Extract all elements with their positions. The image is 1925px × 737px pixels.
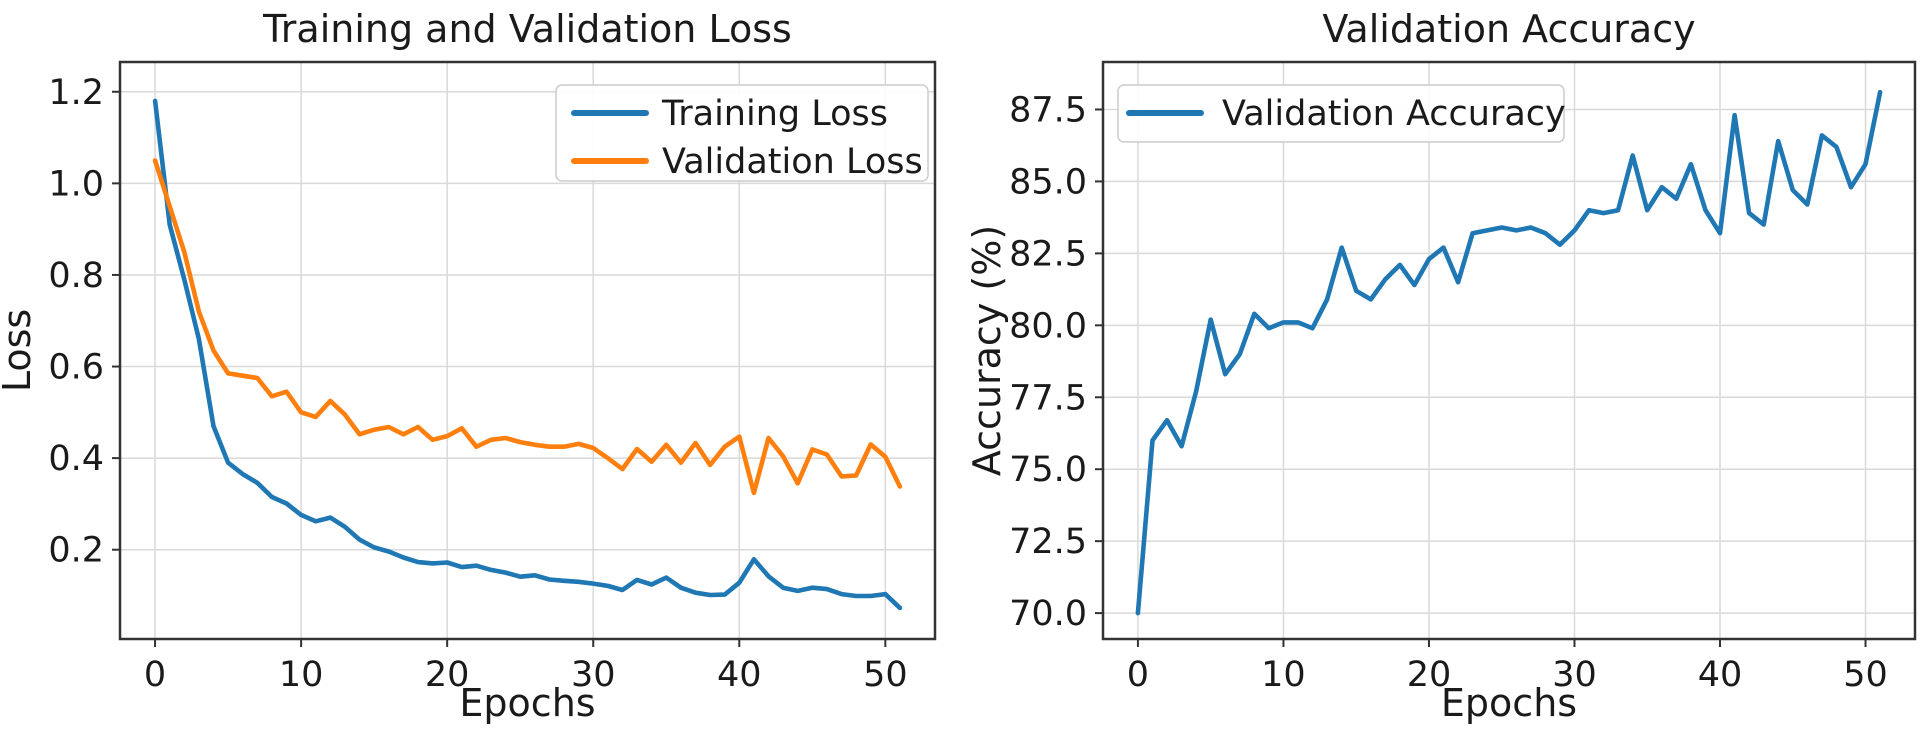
x-tick-label: 40 xyxy=(1698,655,1743,695)
x-tick-label: 30 xyxy=(1552,655,1597,695)
x-tick-label: 0 xyxy=(1127,655,1149,695)
y-tick-label: 80.0 xyxy=(1009,306,1087,346)
x-tick-label: 20 xyxy=(425,655,470,695)
x-tick-label: 20 xyxy=(1407,655,1452,695)
y-tick-label: 1.2 xyxy=(48,73,104,113)
y-tick-label: 0.2 xyxy=(48,531,104,571)
plot-border xyxy=(1101,60,1917,641)
validation-accuracy-line xyxy=(1135,89,1883,616)
training-loss-line xyxy=(152,98,903,611)
legend: Training Loss Validation Loss xyxy=(555,84,929,182)
y-tick-label: 70.0 xyxy=(1009,594,1087,634)
legend-box xyxy=(1117,84,1565,143)
legend-label: Validation Accuracy xyxy=(1222,94,1566,134)
chart-title: Training and Validation Loss xyxy=(262,7,792,51)
x-tick-label: 10 xyxy=(279,655,324,695)
x-axis-label: Epochs xyxy=(1441,681,1577,725)
plot-border xyxy=(118,60,937,641)
x-tick-label: 0 xyxy=(144,655,166,695)
y-axis-label: Accuracy (%) xyxy=(965,225,1009,476)
y-tick-label: 82.5 xyxy=(1009,234,1087,274)
y-tick-label: 75.0 xyxy=(1009,450,1087,490)
validation-loss-line xyxy=(152,158,903,496)
y-tick-label: 0.6 xyxy=(48,348,104,388)
y-axis-label: Loss xyxy=(0,309,39,392)
x-tick-label: 40 xyxy=(717,655,762,695)
x-tick-label: 50 xyxy=(1843,655,1888,695)
x-axis-label: Epochs xyxy=(459,681,595,725)
x-tick-label: 30 xyxy=(571,655,616,695)
legend: Validation Accuracy xyxy=(1117,84,1566,143)
chart-title: Validation Accuracy xyxy=(1322,7,1695,51)
y-tick-label: 87.5 xyxy=(1009,90,1087,130)
loss-chart: 0 10 20 30 40 50 0.2 0.4 0.6 0.8 1.0 1.2 Training an… xyxy=(0,7,937,725)
legend-box xyxy=(555,84,929,182)
y-tick-label: 0.4 xyxy=(48,439,104,479)
y-tick-label: 0.8 xyxy=(48,256,104,296)
x-tick-label: 50 xyxy=(863,655,908,695)
legend-label: Validation Loss xyxy=(662,142,923,182)
legend-label: Training Loss xyxy=(661,94,888,134)
x-tick-label: 10 xyxy=(1261,655,1306,695)
y-tick-label: 85.0 xyxy=(1009,162,1087,202)
y-tick-label: 72.5 xyxy=(1009,522,1087,562)
accuracy-chart: 0 10 20 30 40 50 70.0 72.5 75.0 77.5 80.0 82.5 85.0 8… xyxy=(965,7,1917,725)
y-tick-label: 1.0 xyxy=(48,164,104,204)
y-tick-label: 77.5 xyxy=(1009,378,1087,418)
